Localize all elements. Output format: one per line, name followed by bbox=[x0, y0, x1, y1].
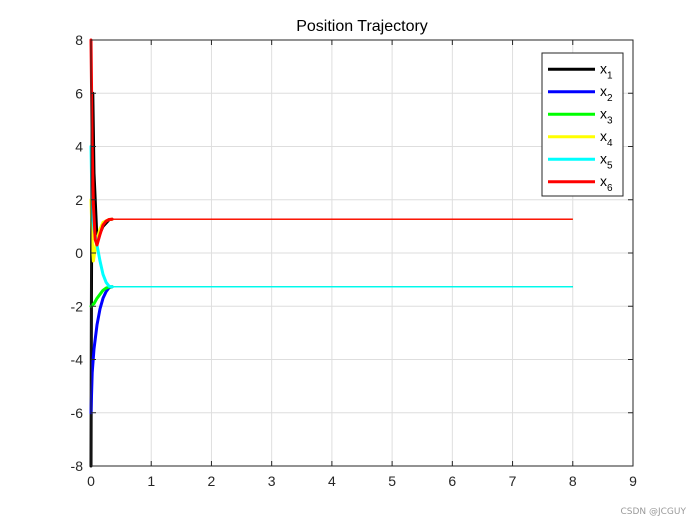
y-tick-label: -4 bbox=[71, 352, 84, 368]
legend-label-base: x bbox=[600, 150, 607, 166]
legend-label-x6: x6 bbox=[600, 173, 613, 194]
series-line-x2-transient bbox=[89, 285, 114, 415]
legend-label-x2: x2 bbox=[600, 83, 613, 104]
legend-label-subscript: 3 bbox=[607, 115, 613, 126]
legend-label-subscript: 5 bbox=[607, 160, 613, 171]
watermark: CSDN @JCGUY bbox=[620, 507, 686, 517]
legend-label-subscript: 4 bbox=[607, 138, 613, 149]
x-tick-label: 3 bbox=[268, 473, 276, 489]
series-lines bbox=[89, 38, 573, 468]
y-tick-label: 6 bbox=[75, 85, 83, 101]
legend-label-x1: x1 bbox=[600, 60, 613, 81]
legend-label-base: x bbox=[600, 60, 607, 76]
legend-label-base: x bbox=[600, 128, 607, 144]
legend-label-subscript: 6 bbox=[607, 183, 613, 194]
x-tick-label: 7 bbox=[509, 473, 517, 489]
y-tick-label: 2 bbox=[75, 192, 83, 208]
x-tick-label: 2 bbox=[208, 473, 216, 489]
x-tick-label: 4 bbox=[328, 473, 336, 489]
legend-label-base: x bbox=[600, 173, 607, 189]
x-tick-label: 5 bbox=[388, 473, 396, 489]
x-tick-label: 9 bbox=[629, 473, 637, 489]
y-tick-label: 0 bbox=[75, 245, 83, 261]
x-tick-label: 6 bbox=[448, 473, 456, 489]
series-line-x1-transient bbox=[89, 91, 114, 468]
legend-label-subscript: 1 bbox=[607, 70, 613, 81]
y-tick-label: -2 bbox=[71, 298, 84, 314]
x-tick-label: 0 bbox=[87, 473, 95, 489]
y-tick-label: -8 bbox=[71, 458, 84, 474]
axis-ticks: 0 1 2 3 4 5 6 7 8 9 -8 -6 -4 -2 0 2 4 6 8 bbox=[71, 32, 638, 489]
legend-label-base: x bbox=[600, 83, 607, 99]
x-tick-label: 8 bbox=[569, 473, 577, 489]
legend-label-x4: x4 bbox=[600, 128, 613, 149]
y-tick-label: 4 bbox=[75, 139, 83, 155]
legend-box bbox=[541, 52, 624, 197]
legend-label-base: x bbox=[600, 105, 607, 121]
series-line-x6-transient bbox=[89, 38, 114, 247]
x-tick-label: 1 bbox=[147, 473, 155, 489]
y-tick-label: 8 bbox=[75, 32, 83, 48]
legend-label-x5: x5 bbox=[600, 150, 613, 171]
legend-label-subscript: 2 bbox=[607, 93, 613, 104]
legend-label-x3: x3 bbox=[600, 105, 613, 126]
y-tick-label: -6 bbox=[71, 405, 84, 421]
chart-title: Position Trajectory bbox=[296, 18, 428, 35]
